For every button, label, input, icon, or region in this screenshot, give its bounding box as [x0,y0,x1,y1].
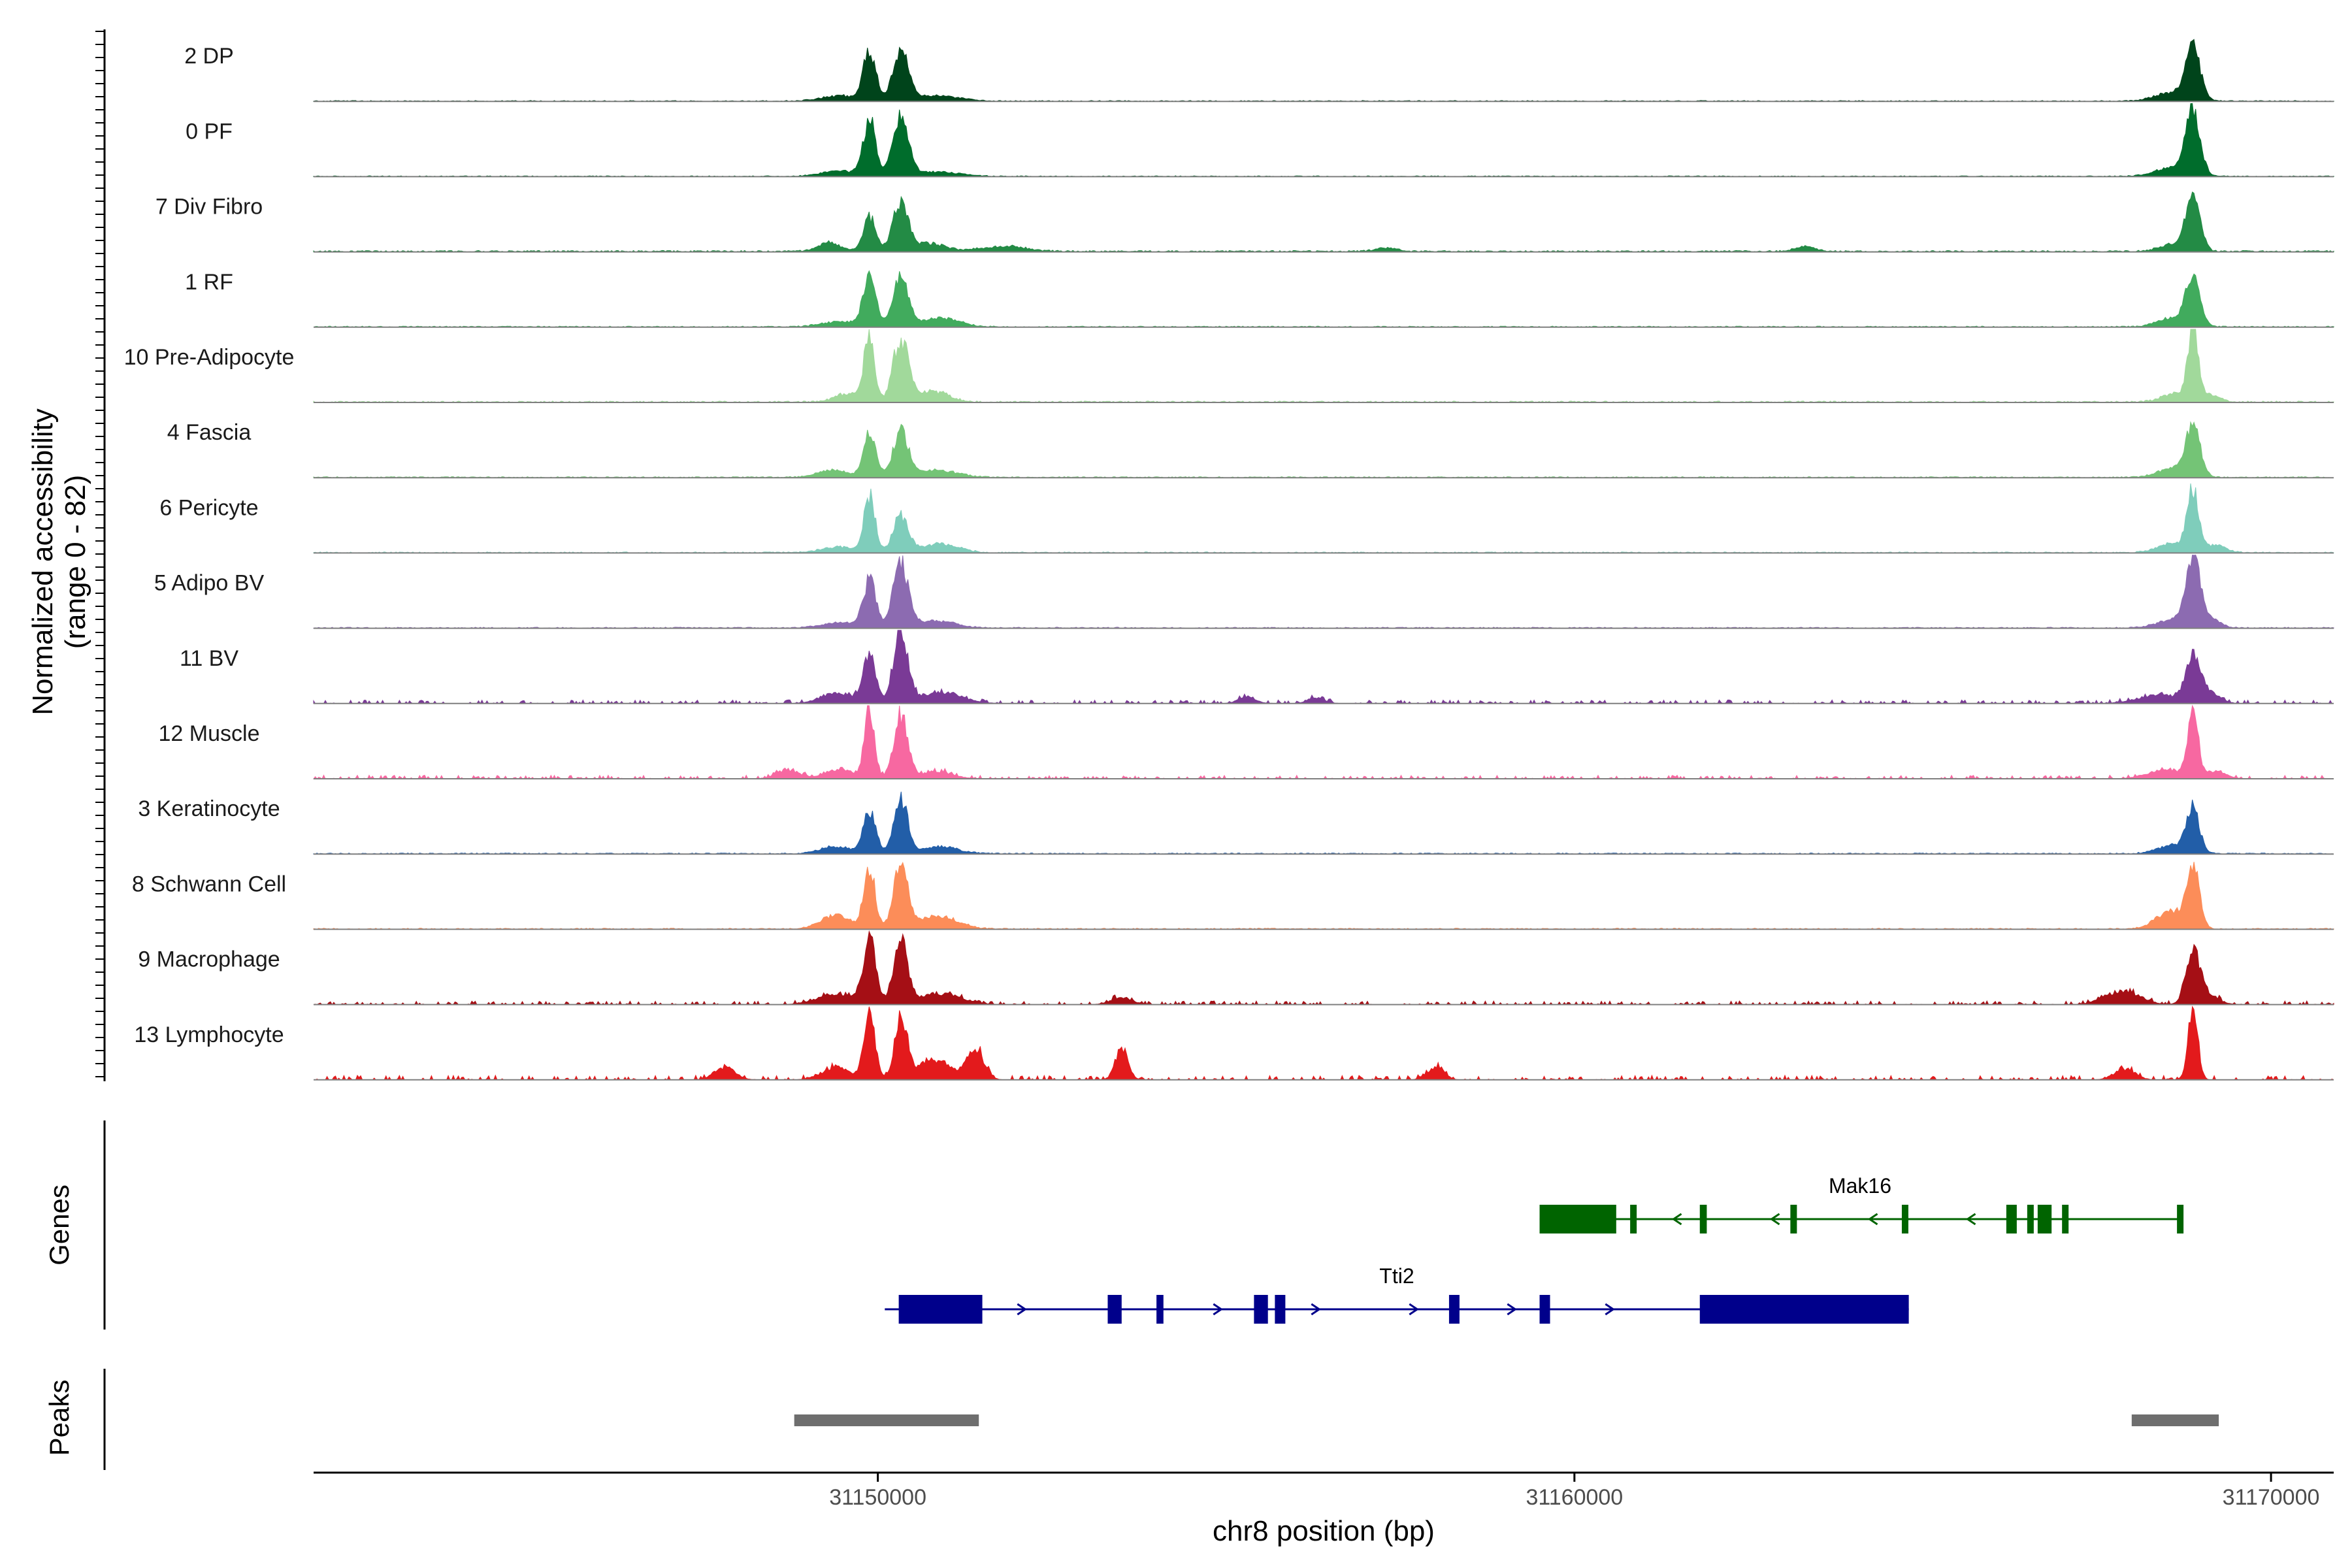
exon-block [2062,1205,2069,1233]
x-axis-title: chr8 position (bp) [1213,1515,1435,1547]
coverage-tracks: 2 DP 0 PF 7 Div Fibro 1 RF 10 Pre-Adipocyte 4… [124,39,2334,1081]
exon-block [1790,1205,1797,1233]
track-10-pre-adipocyte: 10 Pre-Adipocyte [124,329,2334,403]
x-tick-label: 31160000 [1526,1485,1623,1510]
track-7-div-fibro: 7 Div Fibro [155,191,2334,253]
track-label: 12 Muscle [159,721,260,746]
exon-block [898,1295,983,1324]
track-8-schwann-cell: 8 Schwann Cell [132,862,2334,930]
track-13-lymphocyte: 13 Lymphocyte [134,1005,2334,1081]
genes-panel-title: Genes [44,1184,74,1266]
track-label: 0 PF [186,119,233,144]
exon-block [1630,1205,1637,1233]
strand-arrow [1017,1303,1027,1316]
strand-arrow [1769,1213,1780,1226]
strand-arrow [1213,1303,1223,1316]
exon-block [1448,1295,1460,1324]
exon-block [1107,1295,1122,1324]
strand-arrow [1311,1303,1321,1316]
track-label: 10 Pre-Adipocyte [124,345,295,370]
coverage-y-ticks [95,31,105,1077]
track-2-dp: 2 DP [184,39,2334,103]
exon-block [1901,1205,1908,1233]
exon-block [2037,1205,2052,1233]
coverage-area [313,555,2334,629]
coverage-area [313,483,2334,553]
coverage-area [313,930,2334,1005]
exon-block [1539,1295,1550,1324]
exon-block [2006,1205,2017,1233]
x-tick-label: 31170000 [2223,1485,2320,1510]
exon-block [1699,1205,1707,1233]
track-label: 1 RF [185,270,233,295]
coverage-area [313,791,2334,855]
track-label: 4 Fascia [167,420,252,445]
track-label: 7 Div Fibro [155,195,263,220]
coverage-area [313,103,2334,177]
strand-arrow [1867,1213,1878,1226]
track-label: 9 Macrophage [138,947,280,972]
coverage-area [313,329,2334,403]
exon-block [1699,1295,1909,1324]
track-6-pericyte: 6 Pericyte [159,483,2334,554]
track-4-fascia: 4 Fascia [167,420,2334,479]
track-label: 6 Pericyte [159,495,258,520]
exon-block [2177,1205,2184,1233]
track-0-pf: 0 PF [186,103,2334,178]
x-axis-ticks: 31150000 31160000 31170000 [829,1473,2319,1510]
peak-region-bar [794,1414,979,1426]
peaks-panel-title: Peaks [44,1380,74,1456]
strand-arrow [1507,1303,1517,1316]
coverage-area [313,862,2334,930]
x-tick-label: 31150000 [829,1485,926,1510]
exon-block [2027,1205,2034,1233]
exon-block [1254,1295,1268,1324]
gene-label: Mak16 [1829,1174,1891,1198]
strand-arrow [1671,1213,1682,1226]
coverage-area [313,630,2334,704]
coverage-area [313,39,2334,102]
exon-block [1275,1295,1286,1324]
strand-arrow [1605,1303,1615,1316]
coverage-area [312,704,2334,780]
strand-arrow [1965,1213,1976,1226]
track-9-macrophage: 9 Macrophage [138,930,2334,1005]
peak-region-bar [2131,1414,2219,1426]
coverage-area [314,1005,2334,1081]
gene-label: Tti2 [1379,1264,1414,1288]
coverage-area [313,421,2334,478]
track-label: 11 BV [180,646,238,671]
peak-regions-panel [794,1414,2219,1426]
gene-annotation-panel: Mak16 Tti2 [885,1174,2184,1324]
y-axis-title-line2: (range 0 - 82) [59,475,91,649]
track-label: 2 DP [184,44,234,69]
track-label: 3 Keratinocyte [138,796,280,821]
track-1-rf: 1 RF [185,270,2334,328]
exon-block [1539,1205,1616,1233]
track-label: 8 Schwann Cell [132,872,286,896]
track-3-keratinocyte: 3 Keratinocyte [138,791,2334,855]
coverage-area [313,270,2334,328]
exon-block [1156,1295,1164,1324]
gene-mak16: Mak16 [1539,1174,2184,1233]
track-11-bv: 11 BV [180,630,2334,704]
y-axis-title-line1: Normalized accessibility [27,408,59,715]
track-label: 13 Lymphocyte [134,1022,284,1047]
track-12-muscle: 12 Muscle [159,704,2334,780]
track-5-adipo-bv: 5 Adipo BV [154,555,2334,629]
gene-tti2: Tti2 [885,1264,1909,1324]
track-label: 5 Adipo BV [154,571,265,596]
strand-arrow [1409,1303,1419,1316]
coverage-area [313,191,2334,253]
